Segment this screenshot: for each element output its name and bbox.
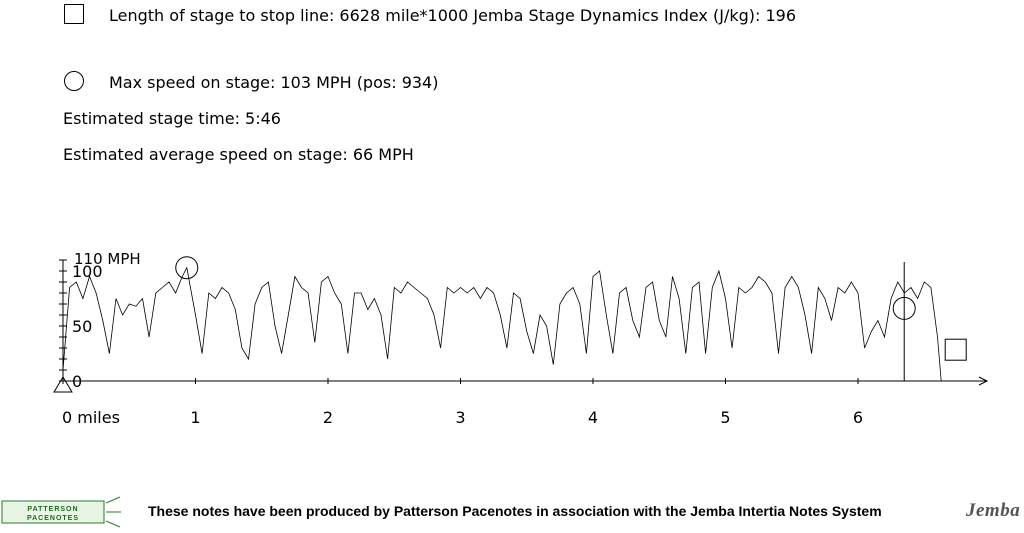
stop-line-info: Length of stage to stop line: 6628 mile*… (109, 6, 797, 25)
svg-text:PATTERSON: PATTERSON (27, 506, 78, 513)
estimated-stage-time: Estimated stage time: 5:46 (63, 109, 281, 128)
estimated-average-speed: Estimated average speed on stage: 66 MPH (63, 145, 414, 164)
x-tick-label: 4 (588, 408, 598, 427)
stop-line-circle-marker (892, 296, 916, 320)
max-speed-info: Max speed on stage: 103 MPH (pos: 934) (109, 73, 439, 92)
y-max-label: 110 MPH (74, 250, 141, 268)
jemba-logo: Jemba (966, 500, 1021, 521)
speed-series-line (62, 266, 942, 382)
footer-credit: These notes have been produced by Patter… (148, 503, 882, 519)
max-speed-key-circle (64, 71, 84, 91)
max-speed-marker (175, 256, 199, 280)
chart-axes (59, 259, 989, 386)
y-tick-label: 50 (72, 317, 92, 336)
y-tick-label: 100 (72, 262, 103, 281)
svg-text:PACENOTES: PACENOTES (27, 515, 79, 522)
patterson-pacenotes-logo: PATTERSON PACENOTES (0, 495, 122, 529)
x-tick-label: 5 (720, 408, 730, 427)
start-triangle-marker (53, 376, 73, 393)
stop-line-key-square (64, 4, 84, 24)
x-tick-label: 3 (455, 408, 465, 427)
x-axis-arrow (978, 376, 989, 386)
y-tick-label: 0 (72, 372, 82, 391)
x-tick-label: 0 miles (62, 408, 120, 427)
chart-marks (53, 256, 967, 393)
x-tick-label: 6 (853, 408, 863, 427)
stop-line-square-marker (944, 338, 967, 361)
x-tick-label: 2 (323, 408, 333, 427)
x-tick-label: 1 (190, 408, 200, 427)
